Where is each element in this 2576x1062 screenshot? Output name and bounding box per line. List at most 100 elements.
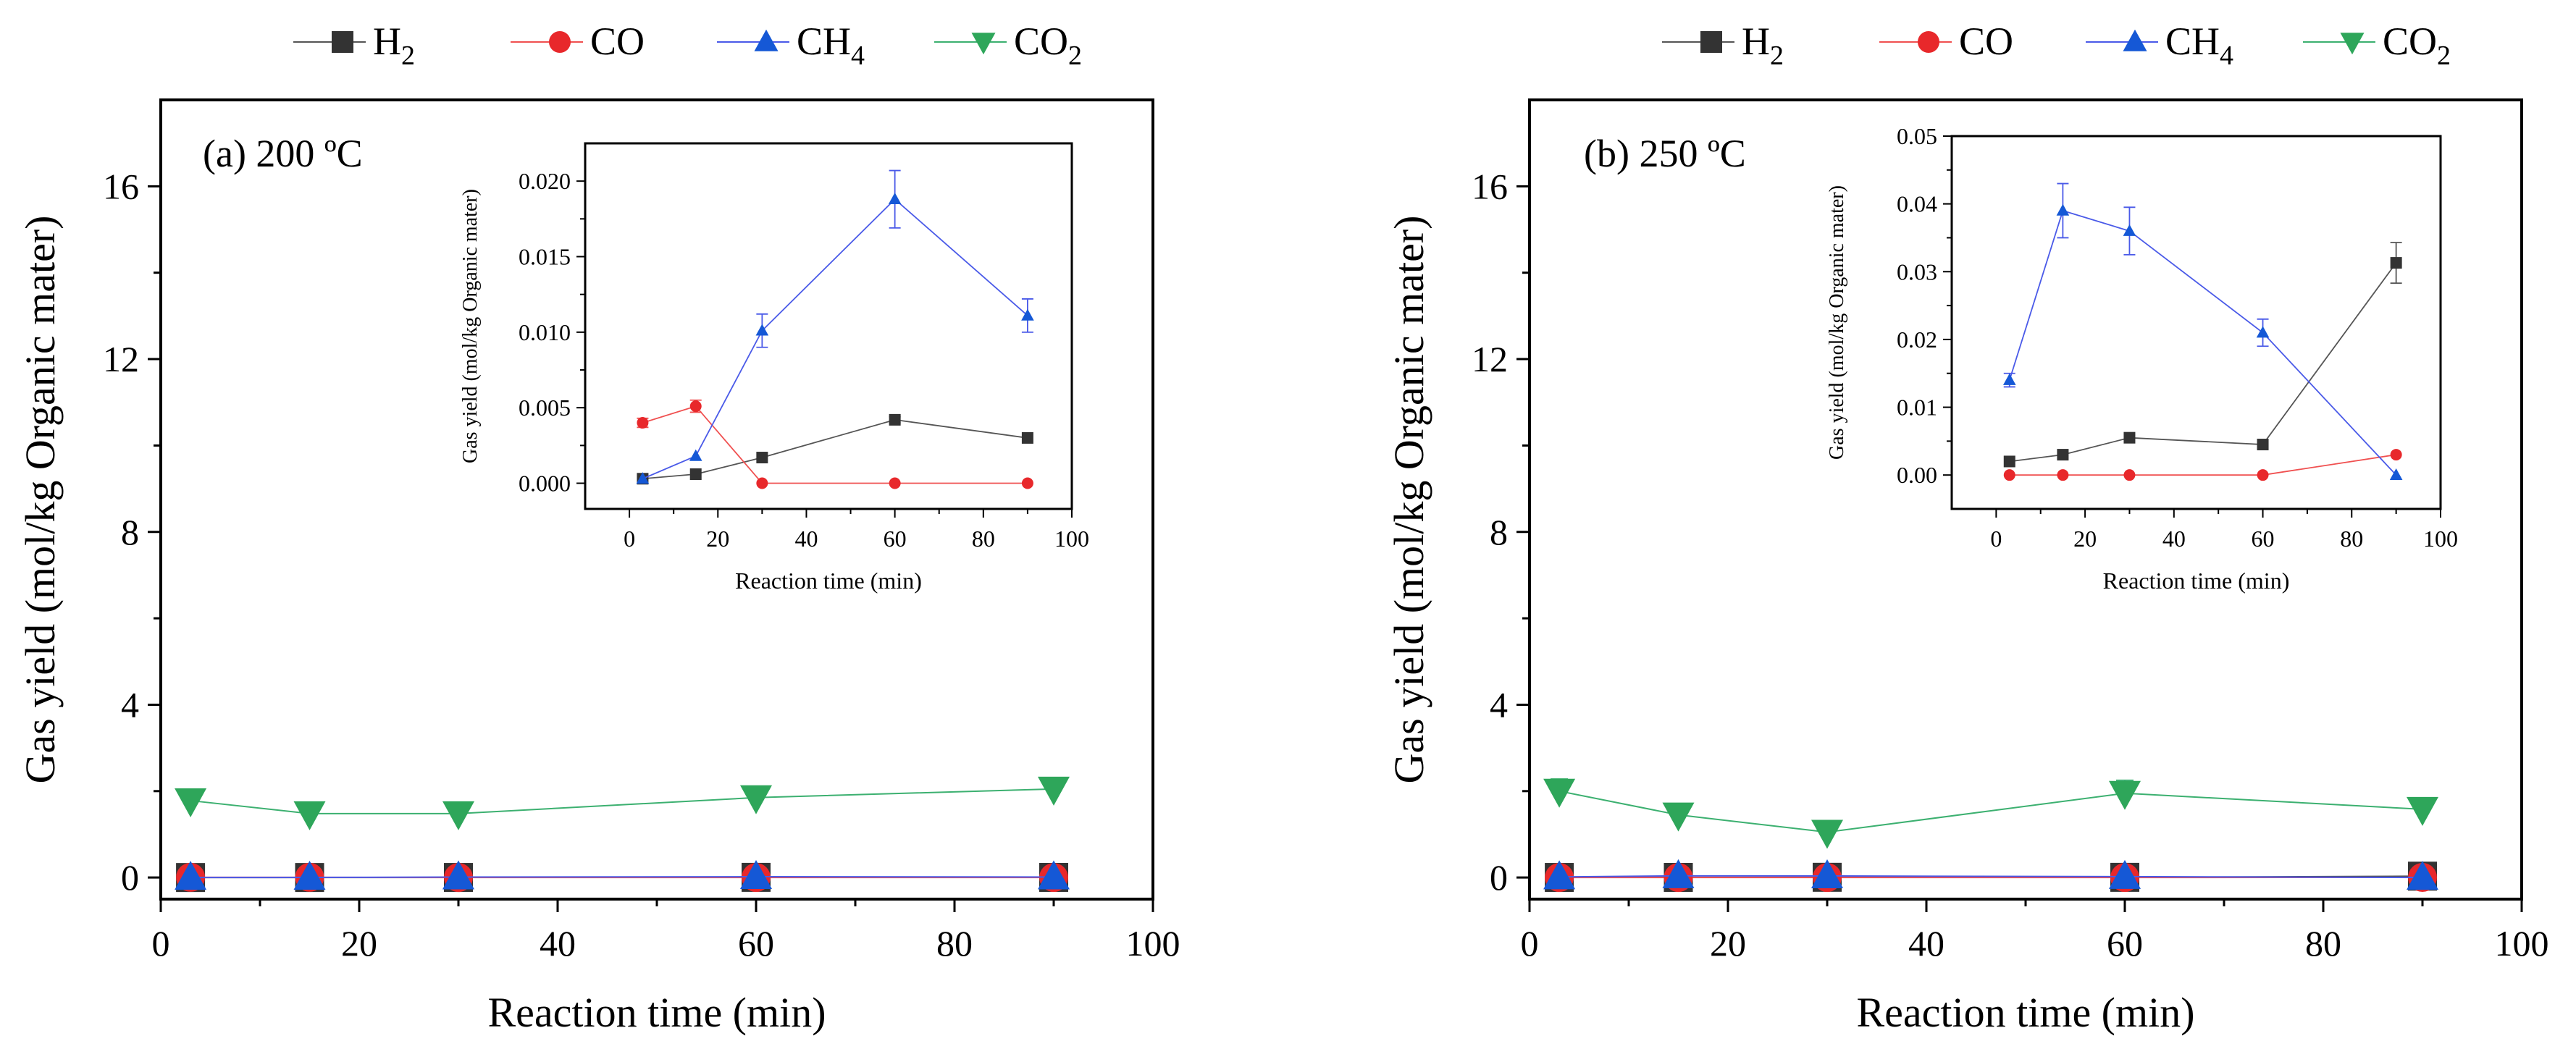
legend-label: CO [590, 20, 645, 63]
inset-y-tick-label: 0.01 [1897, 395, 1937, 421]
data-point-CO2 [1662, 802, 1695, 832]
inset-x-tick-label: 80 [2340, 526, 2363, 552]
y-tick-label: 8 [121, 512, 139, 552]
inset-data-point-CH4 [2123, 224, 2136, 236]
x-tick-label: 0 [1521, 923, 1539, 964]
inset-x-tick-label: 20 [2073, 526, 2097, 552]
x-tick-label: 60 [738, 923, 774, 964]
inset-x-tick-label: 100 [2423, 526, 2458, 552]
inset-y-tick-label: 0.000 [519, 471, 571, 497]
inset-data-point-H2 [1021, 431, 1033, 444]
inset-y-axis-label: Gas yield (mol/kg Organic mater) [1826, 185, 1848, 460]
legend-label: CO2 [1014, 20, 1082, 71]
inset-y-tick-label: 0.005 [519, 395, 571, 421]
x-tick-label: 100 [2495, 923, 2549, 964]
inset-y-axis-label: Gas yield (mol/kg Organic mater) [459, 189, 482, 463]
series-CO2 [175, 776, 1070, 830]
legend-marker [1918, 31, 1939, 53]
inset-x-axis-label: Reaction time (min) [2103, 568, 2290, 594]
data-point-CO2 [740, 785, 772, 814]
legend-marker [2123, 29, 2147, 51]
inset-data-point-CO [889, 477, 901, 489]
inset-data-point-CH4 [2256, 326, 2270, 338]
inset-x-tick-label: 0 [624, 526, 635, 552]
inset-x-tick-label: 80 [972, 526, 995, 552]
x-tick-label: 20 [1710, 923, 1746, 964]
inset-data-point-CH4 [2389, 468, 2403, 480]
legend-label-text: CH [797, 20, 851, 63]
legend-label: CH4 [2165, 20, 2233, 71]
inset-y-tick-label: 0.03 [1897, 258, 1937, 285]
inset-x-tick-label: 40 [2162, 526, 2186, 552]
series-CH4 [175, 860, 1070, 890]
inset-y-tick-label: 0.015 [519, 244, 571, 270]
inset-data-point-CH4 [1021, 308, 1034, 321]
inset-data-point-CO [2257, 469, 2269, 481]
legend-label: CH4 [797, 20, 865, 71]
inset-data-point-CH4 [636, 472, 650, 484]
legend-label-subscript: 2 [1068, 41, 1082, 71]
inset-series-CO [637, 399, 1033, 489]
x-tick-label: 40 [1908, 923, 1944, 964]
inset-y-tick-label: 0.00 [1897, 462, 1937, 488]
data-point-CH4 [1811, 859, 1843, 889]
inset-data-point-H2 [756, 452, 768, 464]
data-point-CH4 [1038, 860, 1070, 890]
inset-x-tick-label: 0 [1990, 526, 2002, 552]
x-axis-label: Reaction time (min) [487, 989, 826, 1036]
inset-x-tick-label: 40 [794, 526, 818, 552]
inset-x-tick-label: 100 [1054, 526, 1089, 552]
inset-data-point-CO [2057, 469, 2069, 481]
legend-label-text: H [1742, 20, 1770, 63]
x-tick-label: 80 [2305, 923, 2341, 964]
inset-data-point-CO [756, 477, 768, 489]
y-tick-label: 0 [121, 857, 139, 898]
inset-x-tick-label: 60 [884, 526, 907, 552]
legend-label-subscript: 2 [1770, 41, 1784, 71]
y-tick-label: 12 [103, 339, 139, 379]
legend-label-text: CO [2383, 20, 2437, 63]
data-point-CH4 [2109, 859, 2141, 889]
inset-data-point-CO [2390, 449, 2402, 461]
inset-data-point-CH4 [689, 449, 702, 461]
inset-y-tick-label: 0.05 [1897, 123, 1937, 149]
data-point-CO2 [1811, 819, 1843, 849]
y-axis-label: Gas yield (mol/kg Organic mater) [1385, 216, 1432, 784]
inset-x-tick-label: 20 [706, 526, 729, 552]
legend-marker [1700, 31, 1722, 53]
inset-data-point-H2 [2003, 455, 2015, 468]
x-tick-label: 60 [2107, 923, 2143, 964]
inset-data-point-H2 [2057, 449, 2069, 461]
legend: H2 CO CH4 CO2 [293, 20, 1082, 71]
y-tick-label: 8 [1490, 512, 1508, 552]
series-CH4 [1543, 859, 2438, 890]
legend-label-subscript: 4 [2220, 41, 2233, 71]
legend-label-text: H [373, 20, 401, 63]
legend-label-subscript: 4 [851, 41, 865, 71]
data-point-CH4 [2407, 861, 2438, 890]
legend-label-text: CH [2165, 20, 2220, 63]
inset-y-tick-label: 0.02 [1897, 326, 1937, 353]
inset-data-point-CH4 [2002, 373, 2016, 385]
inset-y-tick-label: 0.020 [519, 168, 571, 194]
data-point-CO2 [175, 788, 207, 817]
inset-series-CO [2003, 449, 2402, 481]
legend-marker [549, 31, 571, 53]
legend: H2 CO CH4 CO2 [1662, 20, 2451, 71]
inset-x-tick-label: 60 [2252, 526, 2275, 552]
legend-label: H2 [373, 20, 415, 71]
panel-annotation: (a) 200 ºC [203, 132, 363, 175]
legend-marker [971, 33, 996, 55]
inset-data-point-CO [637, 417, 649, 429]
inset-x-axis-label: Reaction time (min) [735, 568, 922, 594]
data-point-CO2 [293, 801, 326, 830]
inset-data-point-CH4 [755, 324, 769, 336]
inset-data-point-H2 [2257, 439, 2269, 451]
y-axis-label: Gas yield (mol/kg Organic mater) [17, 216, 64, 784]
data-point-CO2 [2407, 796, 2438, 826]
inset-y-tick-label: 0.04 [1897, 191, 1937, 217]
inset-data-point-CO [689, 400, 702, 413]
data-point-CO2 [442, 801, 474, 830]
inset-chart: 0 20 40 60 80 100 0.00 0.01 0.02 0.03 0.04 0.05 Reac… [1826, 123, 2458, 594]
y-tick-label: 4 [1490, 684, 1508, 725]
